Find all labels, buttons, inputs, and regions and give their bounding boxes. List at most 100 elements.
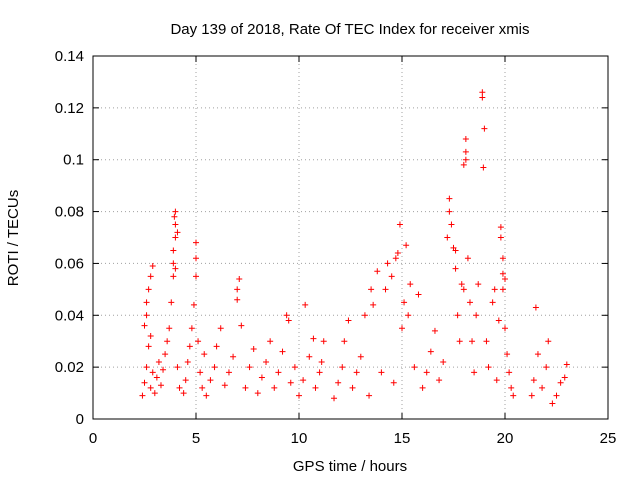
plot-area-frame — [92, 55, 609, 420]
data-point — [335, 379, 342, 386]
data-point — [234, 296, 241, 303]
data-point — [287, 379, 294, 386]
data-point — [491, 286, 498, 293]
y-tick-label: 0.12 — [55, 100, 84, 117]
y-tick-label: 0.08 — [55, 204, 84, 221]
data-point — [172, 234, 179, 241]
data-point — [349, 384, 356, 391]
data-point — [528, 392, 535, 399]
data-point — [454, 312, 461, 319]
data-point — [316, 369, 323, 376]
data-point — [357, 353, 364, 360]
data-point — [557, 379, 564, 386]
data-point — [452, 247, 459, 254]
data-point — [145, 343, 152, 350]
data-point — [499, 270, 506, 277]
data-point — [141, 379, 148, 386]
data-point — [561, 374, 568, 381]
data-point — [296, 392, 302, 399]
data-point — [407, 281, 414, 288]
data-point — [499, 255, 506, 262]
data-point — [221, 382, 228, 389]
data-point — [172, 265, 179, 272]
data-point — [448, 221, 455, 228]
data-point — [160, 366, 167, 373]
data-point — [374, 268, 381, 275]
data-point — [170, 260, 177, 267]
data-point — [530, 377, 537, 384]
data-point — [271, 384, 278, 391]
data-point — [510, 392, 517, 399]
data-point — [193, 273, 199, 280]
data-point — [464, 255, 471, 262]
data-point — [370, 301, 377, 308]
data-point — [174, 229, 181, 236]
data-point — [345, 317, 352, 324]
data-point — [225, 369, 232, 376]
data-point — [378, 369, 385, 376]
data-point — [211, 364, 218, 371]
data-point — [458, 281, 465, 288]
data-point — [532, 304, 539, 311]
data-point — [170, 273, 177, 280]
data-point — [283, 312, 290, 319]
data-point — [331, 395, 338, 402]
x-tick-label: 20 — [497, 430, 514, 447]
axis-ticks: 0 0.02 0.04 0.06 0.08 0.1 0.12 0.14 0 5 10 15 20 25 — [55, 48, 617, 447]
data-point — [312, 384, 319, 391]
chart-title: Day 139 of 2018, Rate Of TEC Index for r… — [170, 21, 529, 38]
data-point — [460, 161, 467, 168]
data-point — [230, 353, 237, 360]
y-tick-label: 0 — [76, 411, 84, 428]
data-point — [545, 338, 552, 345]
data-point — [172, 221, 179, 228]
data-point — [473, 312, 480, 319]
data-point — [366, 392, 373, 399]
y-tick-label: 0.14 — [55, 48, 84, 65]
data-point — [471, 369, 478, 376]
data-point — [502, 275, 508, 282]
data-point — [392, 255, 399, 262]
data-point — [238, 322, 245, 329]
data-point — [176, 384, 183, 391]
data-point — [339, 364, 346, 371]
x-tick-label: 25 — [600, 430, 617, 447]
data-point — [446, 195, 453, 202]
data-point — [217, 325, 224, 332]
data-point — [234, 286, 241, 293]
data-point — [399, 325, 405, 332]
data-point — [291, 364, 298, 371]
data-point — [195, 338, 202, 345]
data-point — [141, 322, 148, 329]
data-point — [563, 361, 570, 368]
y-tick-label: 0.1 — [63, 152, 84, 169]
data-point — [444, 234, 451, 241]
data-point — [466, 299, 473, 306]
data-point — [403, 242, 410, 249]
data-point — [405, 312, 412, 319]
data-point — [147, 273, 154, 280]
data-point — [246, 364, 253, 371]
data-point — [543, 364, 550, 371]
data-point — [213, 343, 220, 350]
data-point — [481, 125, 488, 132]
data-point — [236, 275, 243, 282]
data-point — [497, 234, 504, 241]
data-point — [534, 351, 541, 358]
data-point — [390, 379, 397, 386]
data-point — [549, 400, 556, 407]
data-point — [250, 345, 257, 352]
data-points — [139, 89, 570, 407]
data-point — [139, 392, 146, 399]
data-point — [147, 333, 154, 340]
data-point — [502, 325, 508, 332]
data-point — [483, 338, 490, 345]
data-point — [479, 89, 486, 96]
data-point — [171, 213, 178, 220]
data-point — [306, 353, 313, 360]
data-point — [423, 369, 430, 376]
data-point — [285, 317, 292, 324]
data-point — [149, 263, 156, 270]
data-point — [361, 312, 368, 319]
data-point — [201, 351, 208, 358]
